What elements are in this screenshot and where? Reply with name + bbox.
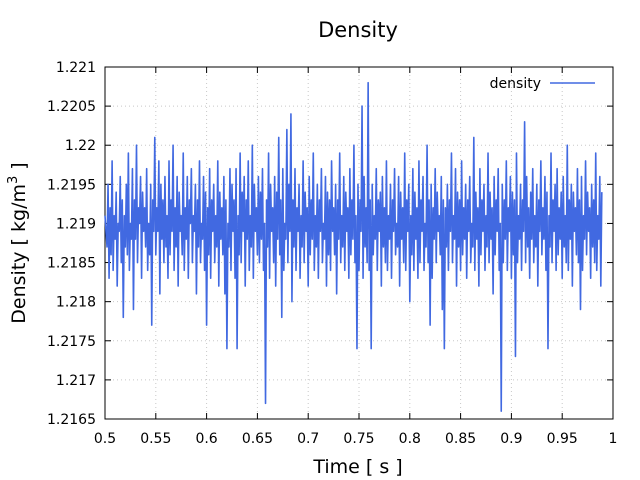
- x-tick-label: 0.95: [547, 431, 578, 447]
- y-axis-label-end: ]: [8, 162, 30, 175]
- x-tick-label: 0.9: [500, 431, 522, 447]
- x-tick-label: 0.6: [195, 431, 217, 447]
- x-tick-label: 0.8: [399, 431, 421, 447]
- y-axis-label-main: Density [ kg/m: [8, 184, 30, 324]
- y-tick-label: 1.218: [56, 295, 96, 311]
- x-tick-label: 0.5: [94, 431, 116, 447]
- legend: density: [490, 76, 595, 92]
- series-line-density: [104, 81, 603, 412]
- x-tick-label: 0.7: [297, 431, 319, 447]
- x-tick-label: 0.55: [140, 431, 171, 447]
- y-tick-label: 1.2195: [47, 177, 96, 193]
- x-tick-label: 1: [609, 431, 618, 447]
- x-tick-label: 0.75: [343, 431, 374, 447]
- y-tick-label: 1.2165: [47, 412, 96, 428]
- y-tick-label: 1.221: [56, 60, 96, 76]
- y-tick-label: 1.2205: [47, 99, 96, 115]
- y-tick-label: 1.2175: [47, 334, 96, 350]
- y-tick-label: 1.219: [56, 216, 96, 232]
- axis-ticks: 0.5 0.55 0.6 0.65 0.7 0.75 0.8 0.85 0.9 0.95 1 1.21…: [47, 60, 617, 447]
- x-axis-label: Time [ s ]: [312, 456, 402, 478]
- series: [104, 81, 603, 412]
- x-tick-label: 0.65: [242, 431, 273, 447]
- y-tick-label: 1.2185: [47, 256, 96, 272]
- x-tick-label: 0.85: [445, 431, 476, 447]
- y-tick-label: 1.22: [65, 138, 96, 154]
- legend-label-density: density: [490, 76, 541, 92]
- chart-title: Density: [318, 18, 398, 42]
- y-axis-label: Density [ kg/m3 ]: [6, 162, 30, 323]
- y-tick-label: 1.217: [56, 373, 96, 389]
- y-axis-label-superscript: 3: [6, 176, 21, 184]
